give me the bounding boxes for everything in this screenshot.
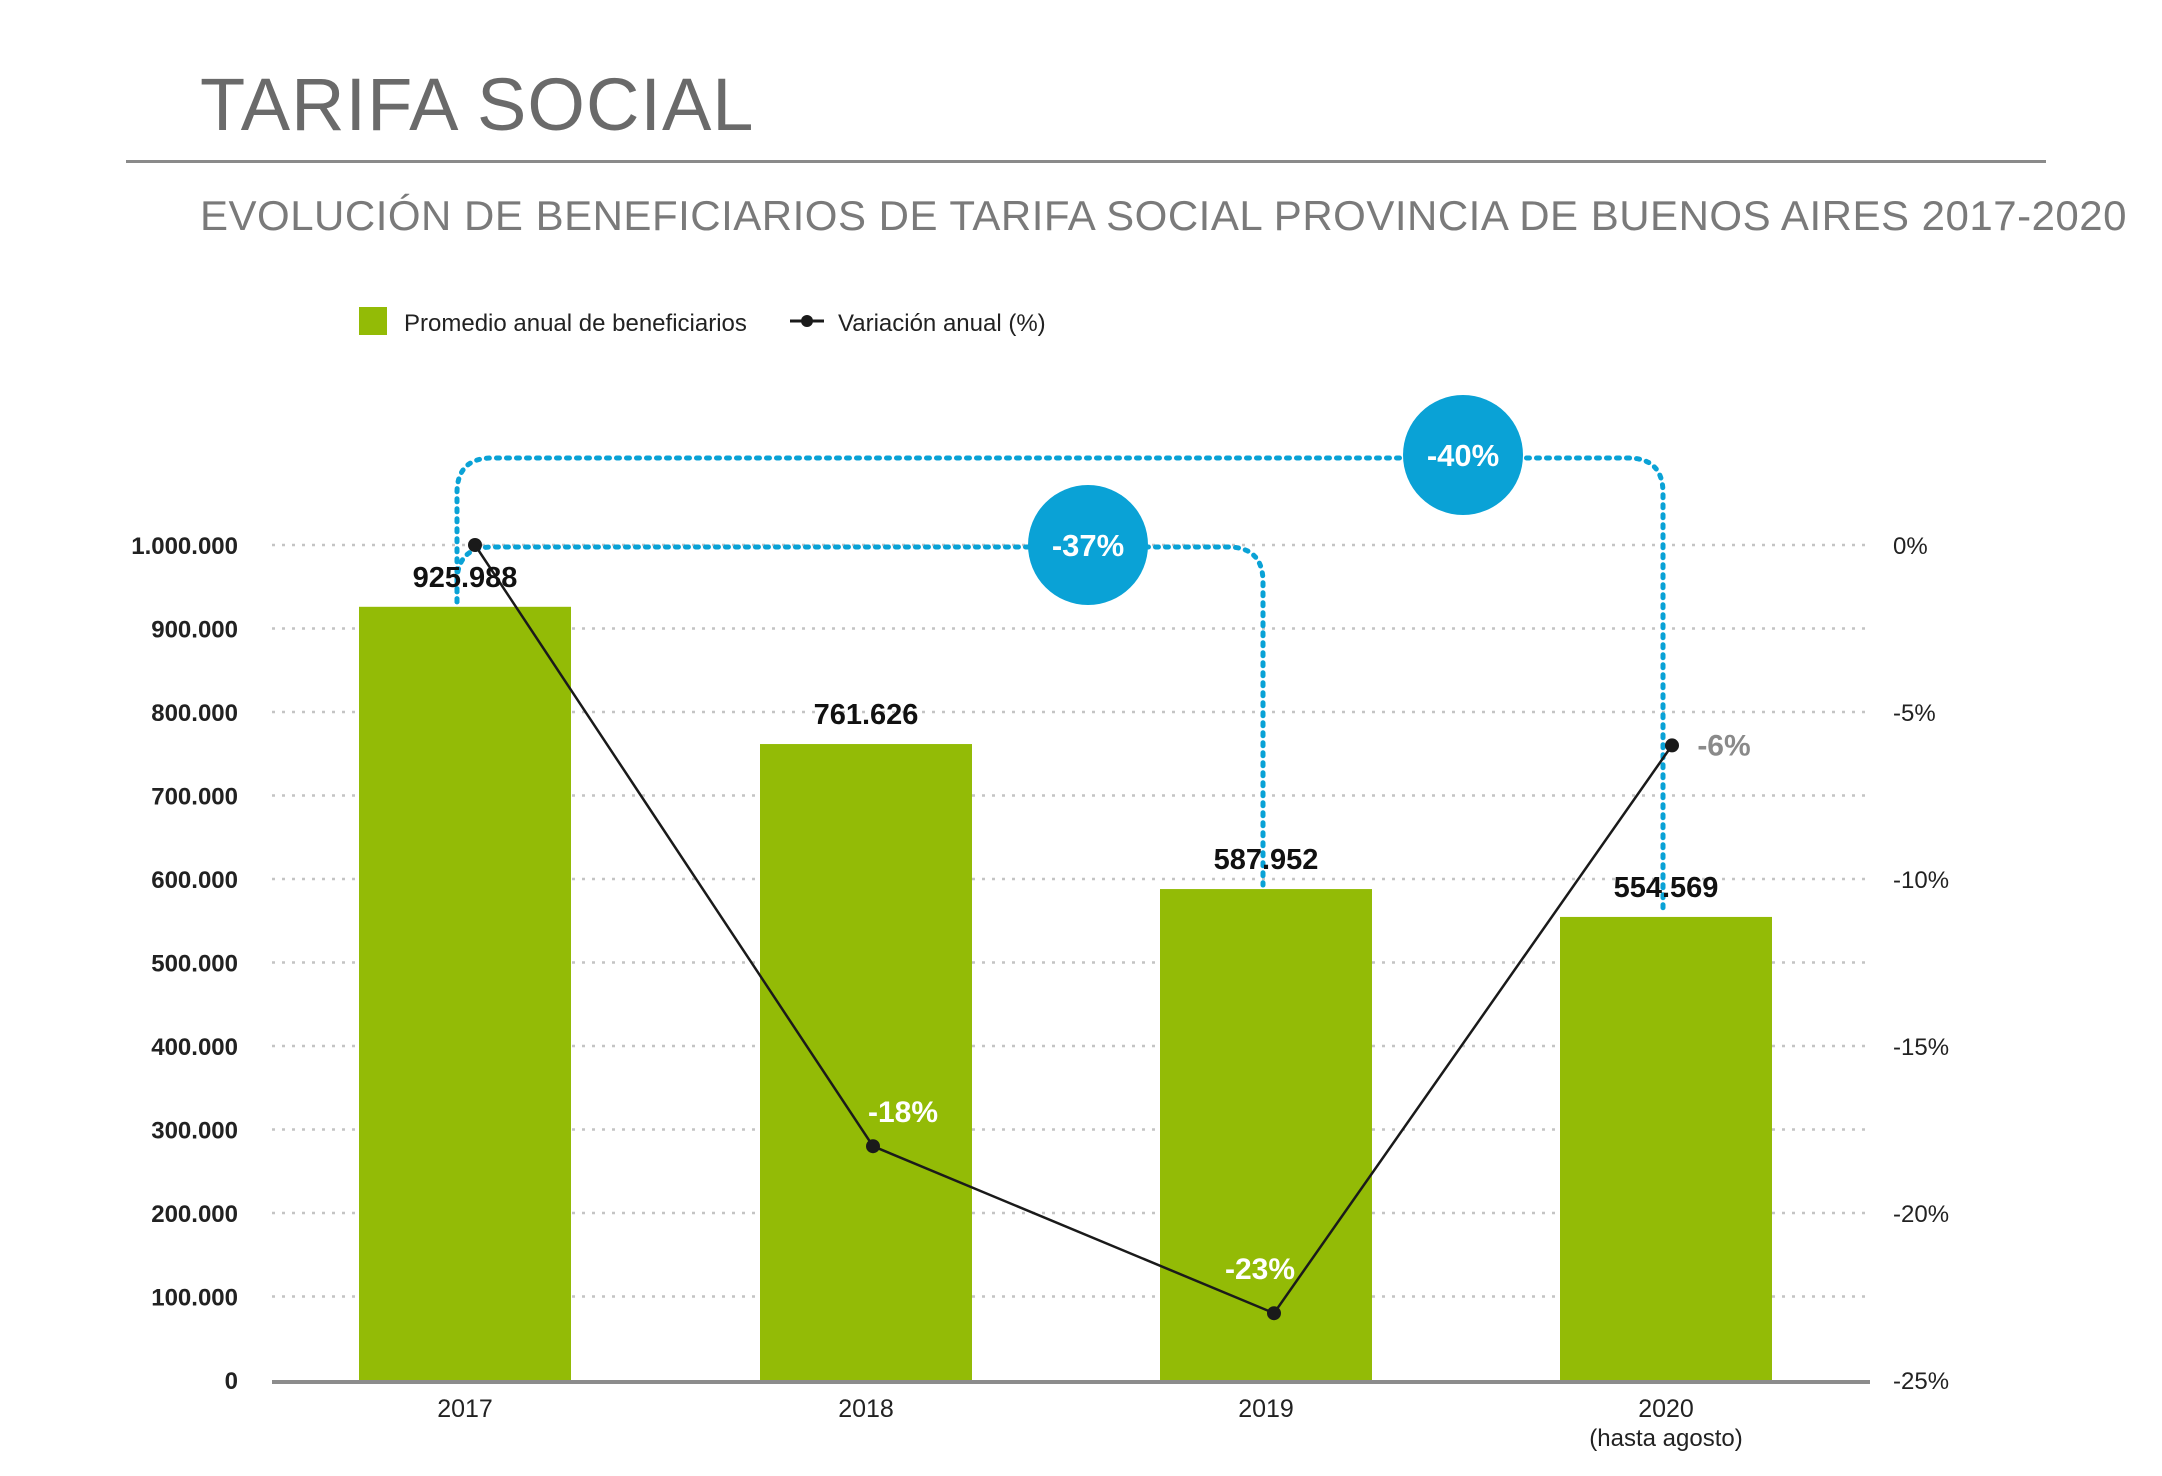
y-tick-left-9: 900.000 (151, 617, 238, 644)
legend-label-bars: Promedio anual de beneficiarios (404, 310, 747, 337)
y-tick-left-10: 1.000.000 (131, 533, 238, 560)
variation-line (468, 538, 1679, 1321)
bar-2017 (359, 606, 571, 1380)
axes: 0 100.000 200.000 300.000 400.000 500.000 600.… (131, 533, 1949, 1452)
y-tick-left-2: 200.000 (151, 1201, 238, 1228)
y-tick-right-3: -15% (1893, 1034, 1949, 1061)
x-tick-2020: 2020 (1638, 1395, 1694, 1423)
line-value-label-2018: -18% (868, 1096, 938, 1129)
y-tick-left-3: 300.000 (151, 1118, 238, 1145)
y-tick-right-5: -25% (1893, 1368, 1949, 1395)
bar-value-label-2019: 587.952 (1214, 844, 1319, 876)
y-tick-left-6: 600.000 (151, 867, 238, 894)
x-tick-sublabel-2020: (hasta agosto) (1589, 1425, 1742, 1452)
data-labels: 925.988 761.626 587.952 554.569 -18% -23% -6% (413, 562, 1751, 1286)
chart-subtitle: EVOLUCIÓN DE BENEFICIARIOS DE TARIFA SOC… (200, 192, 2127, 239)
y-tick-right-4: -20% (1893, 1201, 1949, 1228)
x-tick-2019: 2019 (1238, 1395, 1294, 1423)
connector-40 (454, 455, 1666, 916)
y-tick-left-5: 500.000 (151, 951, 238, 978)
legend-swatch-bars (359, 307, 387, 335)
y-tick-left-4: 400.000 (151, 1034, 238, 1061)
annotation-label-1: -37% (1052, 528, 1124, 563)
legend-label-line: Variación anual (%) (838, 310, 1046, 337)
line-point-2019 (1267, 1306, 1281, 1321)
x-tick-2017: 2017 (437, 1395, 493, 1423)
bars (359, 606, 1772, 1380)
y-tick-left-7: 700.000 (151, 784, 238, 811)
line-point-2018 (866, 1139, 880, 1154)
annotation-bubble-2 (1403, 395, 1523, 515)
y-tick-right-1: -5% (1893, 700, 1936, 727)
y-tick-left-1: 100.000 (151, 1285, 238, 1312)
legend: Promedio anual de beneficiarios Variación… (359, 307, 1046, 337)
annotation-bubble-1 (1028, 485, 1148, 605)
line-value-label-2019: -23% (1225, 1253, 1295, 1286)
line-point-2017 (468, 538, 482, 552)
variation-polyline (473, 544, 1674, 1315)
legend-line-marker (801, 315, 813, 327)
x-tick-2018: 2018 (838, 1395, 894, 1423)
y-tick-left-0: 0 (225, 1368, 238, 1395)
bar-value-label-2018: 761.626 (814, 699, 919, 731)
comparison-connectors: -37% -40% (454, 395, 1666, 916)
bar-2019 (1160, 889, 1372, 1380)
bar-value-label-2017: 925.988 (413, 562, 518, 594)
annotation-label-2: -40% (1427, 438, 1499, 473)
y-tick-left-8: 800.000 (151, 700, 238, 727)
line-point-2020 (1665, 738, 1679, 753)
chart-title: TARIFA SOCIAL (200, 63, 755, 146)
title-divider (126, 160, 2046, 163)
line-value-label-2020: -6% (1697, 729, 1750, 762)
bar-2020 (1560, 916, 1772, 1380)
bar-2018 (760, 744, 972, 1380)
y-tick-right-0: 0% (1893, 533, 1928, 560)
y-tick-right-2: -10% (1893, 867, 1949, 894)
bar-value-label-2020: 554.569 (1614, 872, 1719, 904)
